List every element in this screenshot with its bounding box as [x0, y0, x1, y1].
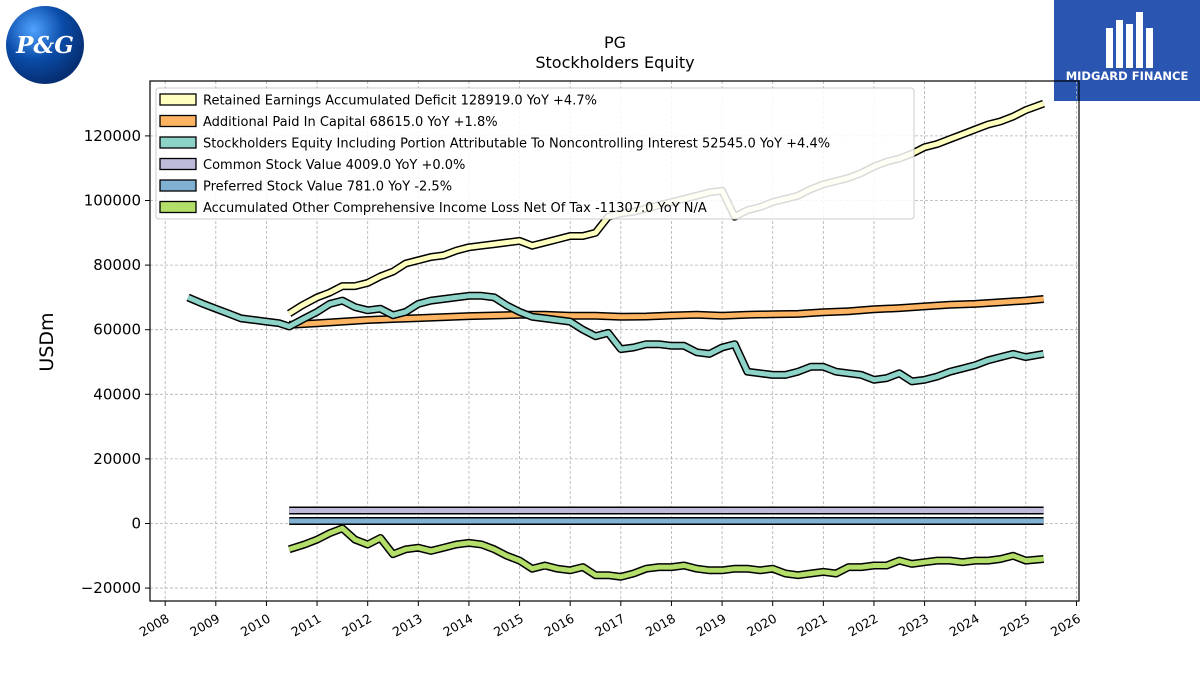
x-tick-label: 2017	[592, 611, 627, 640]
x-tick-label: 2008	[137, 611, 172, 640]
x-tick-label: 2015	[491, 611, 526, 640]
legend-entry: Preferred Stock Value 781.0 YoY -2.5%	[203, 180, 452, 195]
legend-entry: Common Stock Value 4009.0 YoY +0.0%	[203, 158, 465, 173]
y-tick-label: 80000	[93, 256, 141, 274]
legend: Retained Earnings Accumulated Deficit 12…	[155, 87, 915, 220]
series-fill-line	[288, 525, 1044, 580]
legend-swatch	[159, 200, 197, 214]
series-line	[186, 291, 1045, 386]
x-tick-label: 2020	[744, 611, 779, 640]
y-axis-label: USDm	[36, 312, 58, 371]
legend-entry: Retained Earnings Accumulated Deficit 12…	[203, 94, 597, 109]
series-fill-line	[289, 296, 1044, 328]
x-tick-label: 2016	[542, 611, 577, 640]
x-tick-label: 2026	[1048, 611, 1083, 640]
legend-entry: Stockholders Equity Including Portion At…	[203, 137, 830, 152]
y-tick-label: 20000	[93, 450, 141, 468]
y-tick-label: 120000	[84, 127, 141, 145]
y-tick-label: 0	[131, 514, 141, 532]
x-tick-label: 2009	[187, 611, 222, 640]
x-tick-label: 2025	[997, 611, 1032, 640]
ticks: −20000 0 20000 40000 60000 80000 100000 120000 2…	[81, 127, 1083, 640]
y-tick-label: −20000	[81, 579, 141, 597]
y-tick-label: 60000	[93, 321, 141, 339]
x-tick-label: 2023	[896, 611, 931, 640]
x-tick-label: 2024	[947, 611, 982, 640]
pg-logo: P&G	[5, 5, 85, 85]
x-tick-label: 2012	[339, 611, 374, 640]
midgard-finance-logo: MIDGARD FINANCE	[1054, 0, 1200, 101]
legend-box	[155, 87, 915, 220]
x-tick-label: 2018	[643, 611, 678, 640]
legend-entry: Accumulated Other Comprehensive Income L…	[203, 201, 707, 216]
x-tick-label: 2011	[289, 611, 324, 640]
legend-swatch	[159, 114, 197, 128]
midgard-logo-text: MIDGARD FINANCE	[1066, 69, 1189, 83]
x-tick-label: 2013	[390, 611, 425, 640]
pg-logo-text: P&G	[15, 32, 74, 59]
x-tick-label: 2019	[694, 611, 729, 640]
legend-swatch	[159, 93, 197, 106]
x-tick-label: 2010	[238, 611, 273, 640]
legend-entry: Additional Paid In Capital 68615.0 YoY +…	[203, 115, 498, 130]
y-tick-label: 100000	[84, 192, 141, 210]
series-fill-line	[187, 293, 1045, 384]
chart-title: PG	[604, 33, 626, 52]
x-tick-label: 2014	[440, 611, 475, 640]
x-tick-label: 2021	[795, 611, 830, 640]
legend-swatch	[159, 157, 197, 171]
series-line	[287, 524, 1044, 581]
legend-swatch	[159, 136, 197, 149]
y-tick-label: 40000	[93, 385, 141, 403]
chart-subtitle: Stockholders Equity	[535, 53, 694, 72]
series-line	[288, 295, 1044, 329]
axes-frame	[149, 80, 1080, 602]
legend-swatch	[159, 179, 197, 192]
x-tick-label: 2022	[845, 611, 880, 640]
